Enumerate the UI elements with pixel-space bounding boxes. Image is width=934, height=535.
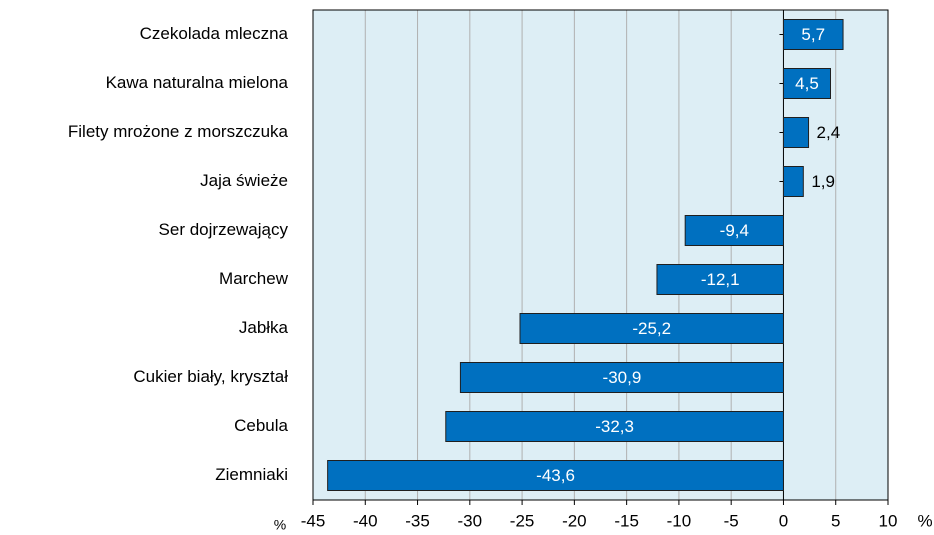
bar [445,411,784,442]
y-tick-label: Jabłka [239,318,289,337]
y-tick-label: Ziemniaki [215,465,288,484]
bar [782,19,844,50]
value-label: -30,9 [603,368,642,387]
value-label: 2,4 [817,123,841,142]
x-tick-label: -15 [614,511,639,530]
x-unit-right: % [917,511,932,530]
y-tick-label: Kawa naturalna mielona [106,73,289,92]
bar [327,460,784,491]
y-tick-label: Jaja świeże [200,171,288,190]
value-label: -32,3 [595,417,634,436]
value-label: 4,5 [795,74,819,93]
bar [684,215,784,246]
value-label: 1,9 [811,172,835,191]
x-tick-label: -35 [405,511,430,530]
bar [519,313,784,344]
bar [782,166,804,197]
x-tick-label: -10 [667,511,692,530]
x-tick-label: -25 [510,511,535,530]
x-tick-label: 0 [779,511,788,530]
y-tick-label: Cebula [234,416,288,435]
bar [459,362,784,393]
x-tick-label: 10 [879,511,898,530]
x-unit-left: % [274,517,286,533]
value-label: -25,2 [632,319,671,338]
plot-border [312,9,889,501]
y-tick-label: Marchew [219,269,289,288]
bar [656,264,784,295]
y-tick-label: Ser dojrzewający [159,220,289,239]
x-tick-label: -45 [301,511,326,530]
y-tick-label: Czekolada mleczna [140,24,289,43]
x-tick-label: -30 [458,511,483,530]
value-label: -43,6 [536,466,575,485]
y-tick-label: Filety mrożone z morszczuka [68,122,289,141]
value-label: -9,4 [720,221,749,240]
bar [782,117,810,148]
x-tick-label: -40 [353,511,378,530]
y-tick-label: Cukier biały, kryształ [133,367,288,386]
bar [782,68,831,99]
x-tick-label: -20 [562,511,587,530]
value-label: 5,7 [801,25,825,44]
x-tick-label: -5 [724,511,739,530]
x-tick-label: 5 [831,511,840,530]
value-label: -12,1 [701,270,740,289]
